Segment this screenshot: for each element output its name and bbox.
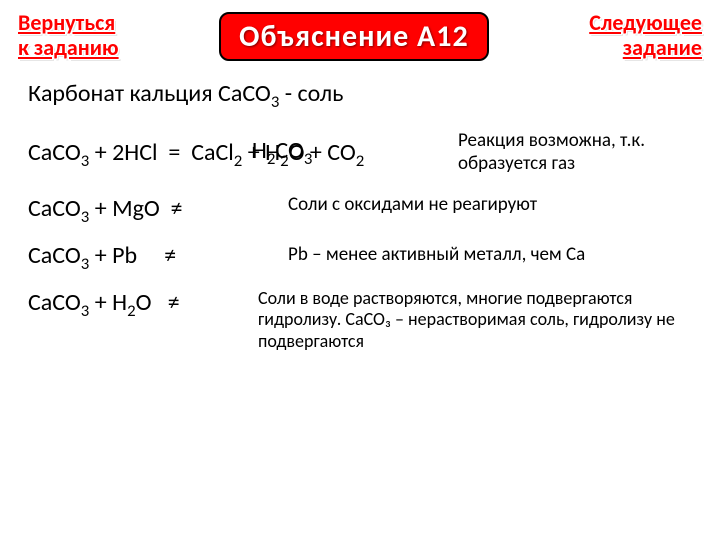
r1-lhs-b: + 2HCl [89, 138, 157, 167]
reaction-row-4: CaCO3 + H2O ≠ Соли в воде растворяются, … [28, 288, 692, 353]
reaction-4-equation: CaCO3 + H2O ≠ [28, 288, 248, 317]
reaction-3-equation: CaCO3 + Pb ≠ [28, 241, 278, 270]
page-title: Объяснение А12 [219, 12, 489, 61]
r1-lhs-a: CaCO [28, 138, 81, 167]
reaction-2-equation: CaCO3 + MgO ≠ [28, 194, 278, 223]
nav-back-line2: к заданию [18, 34, 119, 61]
nav-next-line2: задание [623, 34, 702, 61]
r3-op: ≠ [164, 241, 176, 270]
reaction-1-equation: CaCO3 + 2HCl = CaCl2 + H2O H2CO3+ CO2 [28, 138, 448, 167]
r4-lhs-a: CaCO [28, 288, 81, 317]
r3-lhs-a: CaCO [28, 241, 81, 270]
heading-suffix: - соль [279, 79, 343, 108]
page-title-text: Объяснение А12 [239, 18, 469, 55]
reaction-row-2: CaCO3 + MgO ≠ Соли с оксидами не реагиру… [28, 194, 692, 223]
reaction-row-3: CaCO3 + Pb ≠ Pb – менее активный металл,… [28, 241, 692, 270]
reaction-1-explain: Реакция возможна, т.к. образуется газ [448, 130, 692, 176]
heading-line: Карбонат кальция CaCO3 - соль [28, 79, 692, 108]
nav-next-line1: Следующее [589, 9, 702, 36]
reaction-3-explain: Pb – менее активный металл, чем Ca [278, 241, 692, 267]
r4-lhs-b: + H [89, 288, 127, 317]
content-area: Карбонат кальция CaCO3 - соль CaCO3 + 2H… [0, 61, 720, 352]
reaction-4-explain: Соли в воде растворяются, многие подверг… [248, 288, 692, 353]
nav-next-link[interactable]: Следующее задание [589, 10, 702, 61]
r4-op: ≠ [168, 288, 180, 317]
r3-lhs-b: + Pb [89, 241, 137, 270]
r2-op: ≠ [171, 194, 183, 223]
r4-lhs-c: O [136, 288, 152, 317]
nav-back-link[interactable]: Вернуться к заданию [18, 10, 119, 61]
heading-prefix: Карбонат кальция CaCO [28, 79, 271, 108]
reaction-row-1: CaCO3 + 2HCl = CaCl2 + H2O H2CO3+ CO2 Ре… [28, 130, 692, 176]
r1-overlay: H2CO3 [252, 136, 312, 165]
nav-back-line1: Вернуться [18, 9, 115, 36]
reaction-2-explain: Соли с оксидами не реагируют [278, 194, 692, 217]
r1-op: = [168, 138, 180, 167]
r2-lhs-b: + MgO [89, 194, 160, 223]
r2-lhs-a: CaCO [28, 194, 81, 223]
